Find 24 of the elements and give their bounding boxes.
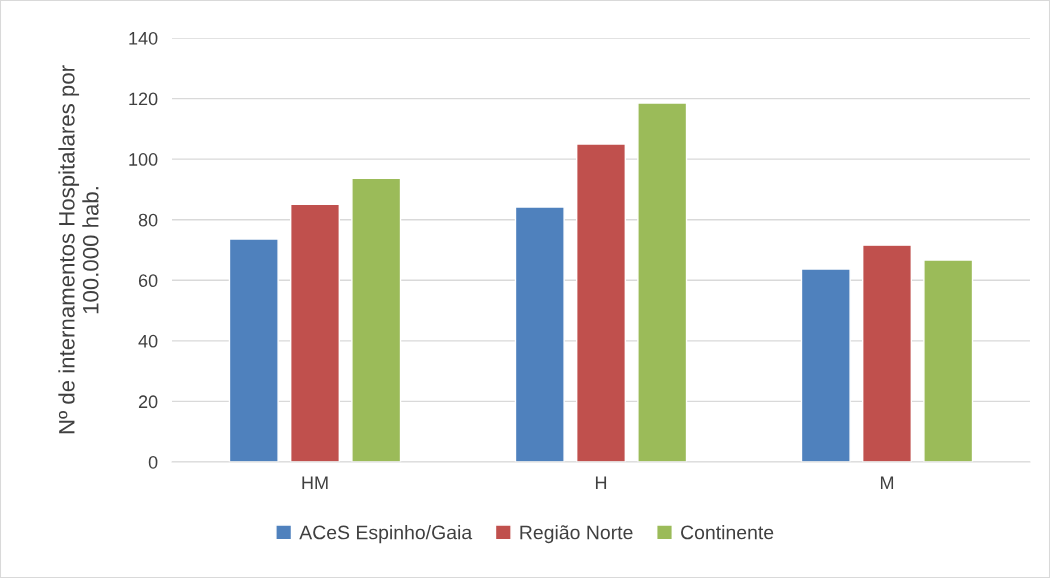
x-tick-label: H (595, 476, 607, 489)
y-tick-label: 80 (138, 213, 158, 227)
bar (351, 177, 402, 462)
y-tick-label: 120 (129, 92, 158, 106)
legend-label: ACeS Espinho/Gaia (299, 525, 473, 544)
legend-label: Região Norte (520, 525, 633, 544)
bar (289, 203, 341, 462)
bar (800, 268, 851, 462)
bar (637, 102, 688, 462)
x-tick-label: M (880, 476, 894, 489)
y-tick-label: 140 (129, 31, 158, 45)
y-axis-title: Nº de internamentos Hospitalares por 100.000 hab. (58, 65, 99, 434)
y-tick-label: 60 (138, 274, 158, 288)
bar (861, 244, 913, 462)
x-tick-label: HM (302, 476, 328, 489)
y-tick-label: 40 (138, 334, 158, 348)
y-tick-label: 0 (148, 455, 158, 469)
bar (575, 143, 627, 462)
bar (514, 206, 565, 462)
bar (228, 238, 279, 462)
bar (923, 259, 974, 462)
y-tick-label: 100 (129, 153, 158, 166)
y-tick-label: 20 (138, 395, 158, 409)
legend-label: Continente (681, 525, 774, 540)
